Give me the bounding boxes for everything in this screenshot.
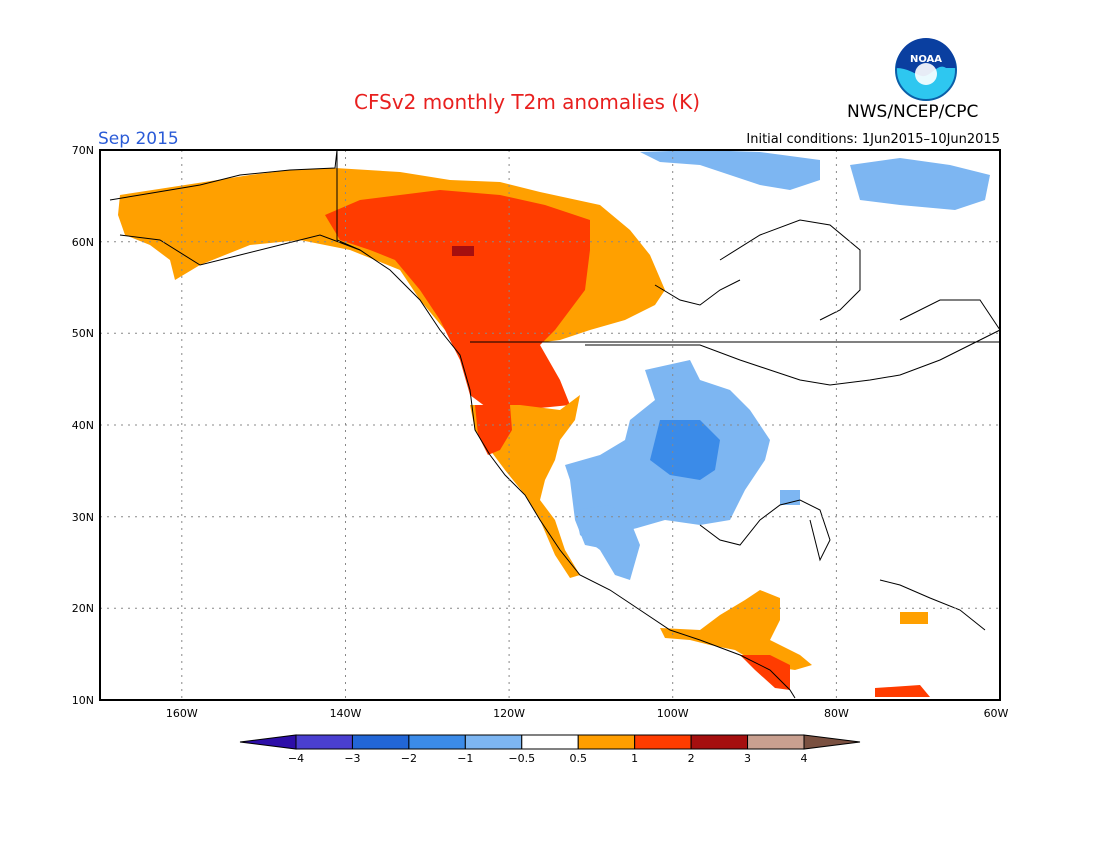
colorbar-cell bbox=[295, 734, 353, 750]
lon-label: 60W bbox=[984, 707, 1009, 720]
anomaly-shading bbox=[118, 150, 990, 697]
lon-label: 100W bbox=[657, 707, 689, 720]
lat-label: 50N bbox=[72, 327, 94, 340]
warm-region-caribbean-orange bbox=[900, 612, 928, 624]
forecast-month: Sep 2015 bbox=[98, 129, 179, 149]
warm-region-california bbox=[475, 405, 512, 455]
warm-peak-yukon bbox=[452, 246, 474, 256]
lon-label: 80W bbox=[824, 707, 849, 720]
lon-label: 120W bbox=[493, 707, 525, 720]
initial-conditions: Initial conditions: 1Jun2015–10Jun2015 bbox=[746, 132, 1000, 147]
colorbar-cell bbox=[408, 734, 466, 750]
colorbar-label: 1 bbox=[631, 752, 638, 765]
colorbar: −4 −3 −2 −1 −0.5 0.5 1 2 3 4 bbox=[239, 734, 861, 765]
cool-region-us-core bbox=[650, 420, 720, 480]
colorbar-label: −3 bbox=[344, 752, 360, 765]
chart-title: CFSv2 monthly T2m anomalies (K) bbox=[354, 90, 700, 114]
coastlines bbox=[109, 149, 1001, 699]
colorbar-cell bbox=[521, 734, 579, 750]
colorbar-cell bbox=[464, 734, 523, 750]
lat-label: 60N bbox=[72, 236, 94, 249]
noaa-logo-icon: NOAA bbox=[895, 38, 957, 101]
longitude-labels: 160W 140W 120W 100W 80W 60W bbox=[166, 707, 1009, 720]
lat-label: 40N bbox=[72, 419, 94, 432]
logo-text: NOAA bbox=[910, 54, 942, 65]
colorbar-cell bbox=[577, 734, 636, 750]
colorbar-cell bbox=[690, 734, 749, 750]
warm-region-central-america bbox=[660, 590, 812, 670]
warm-region-western-canada bbox=[325, 190, 590, 410]
gridlines bbox=[100, 150, 1000, 700]
lat-label: 30N bbox=[72, 511, 94, 524]
lon-label: 140W bbox=[330, 707, 362, 720]
colorbar-label: −0.5 bbox=[508, 752, 535, 765]
colorbar-cell-min bbox=[239, 734, 297, 750]
colorbar-cell bbox=[747, 734, 805, 750]
colorbar-cell bbox=[634, 734, 692, 750]
colorbar-label: −2 bbox=[401, 752, 417, 765]
colorbar-label: 4 bbox=[801, 752, 808, 765]
map-frame bbox=[99, 149, 1001, 701]
lat-label: 20N bbox=[72, 602, 94, 615]
warm-region-caribbean bbox=[875, 685, 930, 697]
cool-region-mexico bbox=[575, 505, 640, 580]
colorbar-label: −4 bbox=[288, 752, 304, 765]
warm-region-central-america-red bbox=[740, 655, 790, 690]
colorbar-label: 3 bbox=[744, 752, 751, 765]
cool-region-arctic-canada bbox=[640, 150, 820, 190]
colorbar-label: −1 bbox=[457, 752, 473, 765]
colorbar-label: 0.5 bbox=[569, 752, 587, 765]
cool-region-baffin bbox=[850, 158, 990, 210]
lat-label: 70N bbox=[72, 144, 94, 157]
colorbar-cell bbox=[351, 734, 410, 750]
lon-label: 160W bbox=[166, 707, 198, 720]
lat-label: 10N bbox=[72, 694, 94, 707]
colorbar-label: 2 bbox=[688, 752, 695, 765]
colorbar-cell-max bbox=[803, 734, 861, 750]
agency-label: NWS/NCEP/CPC bbox=[847, 102, 979, 122]
latitude-labels: 70N 60N 50N 40N 30N 20N 10N bbox=[72, 144, 94, 707]
